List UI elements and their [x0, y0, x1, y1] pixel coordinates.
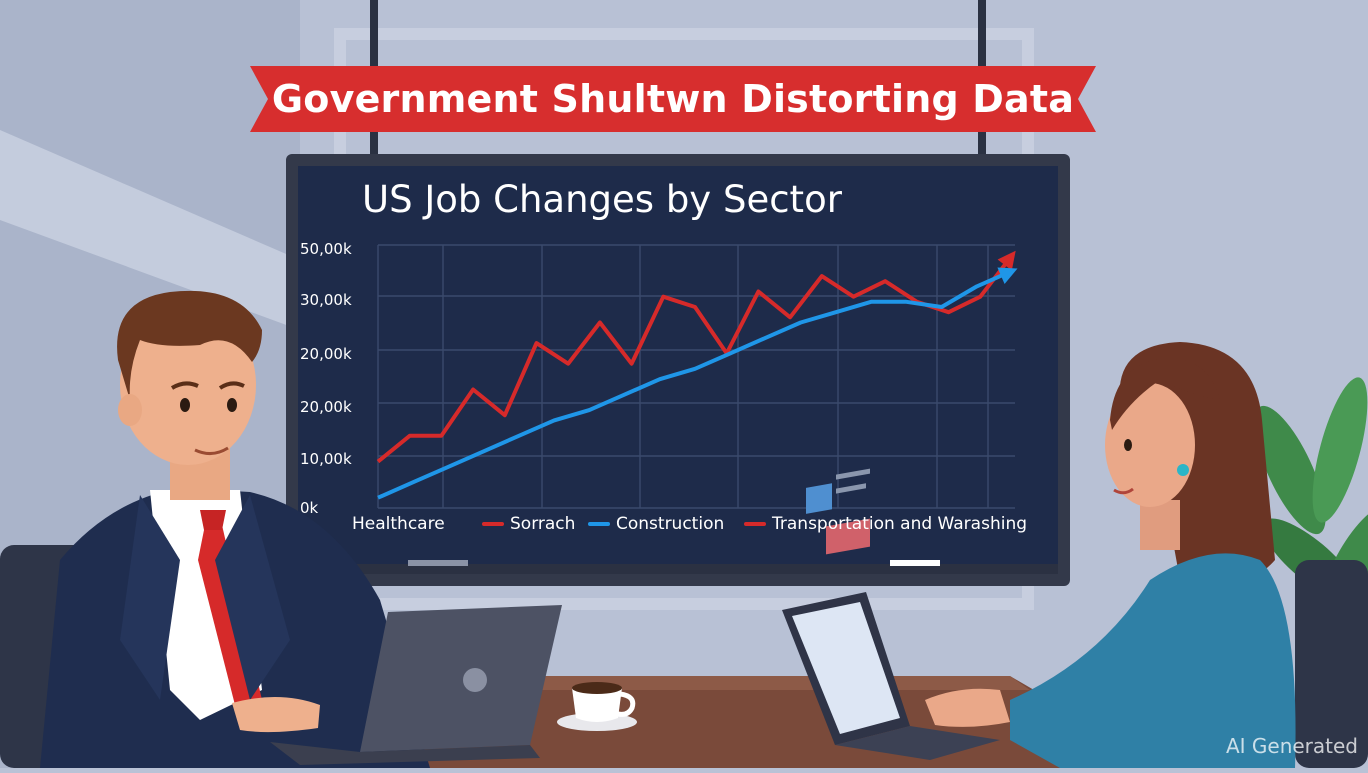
- banner-ribbon: [250, 66, 1096, 132]
- legend-swatch-blue: [588, 522, 610, 526]
- series-arrowhead: [997, 267, 1018, 284]
- monitor-screen: [298, 166, 1058, 564]
- y-tick-label: 50,00k: [300, 240, 352, 258]
- series-line-red: [376, 254, 1014, 464]
- legend-item-construction: Construction: [588, 514, 724, 534]
- y-tick-label: 10,00k: [300, 450, 352, 468]
- banner-title: Government Shultwn Distorting Data: [271, 77, 1075, 121]
- legend-item-sorrach: Sorrach: [482, 514, 575, 534]
- monitor-led-left: [408, 560, 468, 566]
- legend-swatch-red: [482, 522, 504, 526]
- laptop-left: [270, 605, 562, 765]
- woman-chair: [1295, 560, 1368, 768]
- legend-swatch-red: [744, 522, 766, 526]
- y-tick-label: 20,00k: [300, 398, 352, 416]
- monitor-led-right: [890, 560, 940, 566]
- series-line-blue: [377, 269, 1013, 500]
- wall-light-band: [0, 130, 300, 330]
- laptop-right: [782, 468, 1000, 760]
- man: [0, 290, 430, 768]
- y-tick-label: 20,00k: [300, 345, 352, 363]
- legend-item-healthcare: Healthcare: [352, 514, 445, 534]
- legend-label: Transportation and Warashing: [772, 514, 1028, 534]
- monitor-bezel-bottom: [298, 564, 1058, 574]
- y-tick-label: 30,00k: [300, 291, 352, 309]
- woman: [925, 342, 1368, 768]
- coffee-cup: [557, 682, 637, 731]
- legend-item-transportation: Transportation and Warashing: [744, 514, 1027, 534]
- legend-label: Sorrach: [510, 514, 576, 534]
- series-arrowhead: [997, 250, 1016, 271]
- chart-series: [376, 250, 1018, 500]
- chart-title: US Job Changes by Sector: [362, 178, 842, 221]
- watermark: AI Generated: [1225, 734, 1358, 758]
- y-tick-label: 0k: [300, 499, 319, 517]
- legend-label: Healthcare: [352, 514, 445, 534]
- legend-label: Construction: [616, 514, 725, 534]
